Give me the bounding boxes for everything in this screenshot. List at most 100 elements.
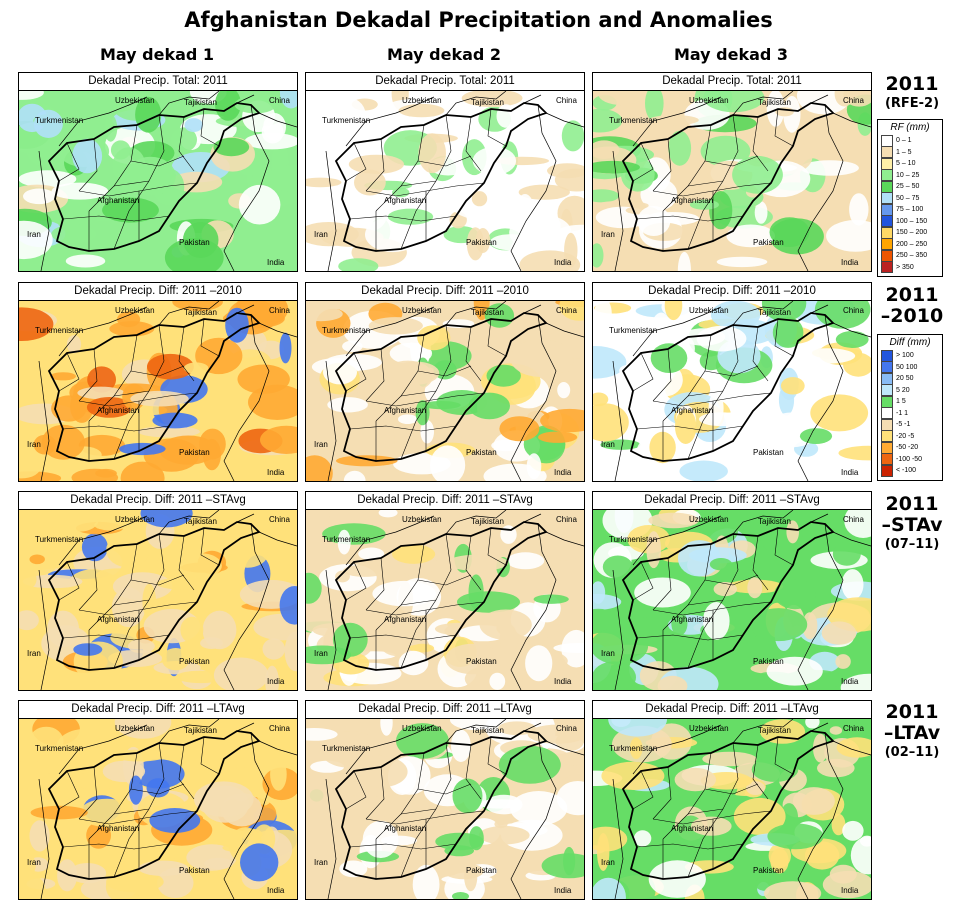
rain-field-patch (138, 860, 189, 876)
precipitation-map: Uzbekistan Tajikistan China Turkmenistan Afg… (593, 719, 871, 899)
province-border (58, 352, 80, 392)
province-border (345, 561, 367, 601)
rain-field-patch (829, 726, 843, 735)
province-border (774, 108, 794, 147)
rain-field-patch (326, 879, 371, 899)
rain-field-patch (710, 301, 761, 330)
rain-field-patch (65, 254, 106, 268)
legend-rainfall-swatch (881, 146, 893, 159)
rain-field-patch (365, 217, 421, 253)
rain-field-patch (51, 395, 87, 422)
rain-field-patch (799, 428, 833, 444)
rain-field-patch (561, 629, 584, 668)
province-border (113, 390, 150, 397)
map-label-china: China (269, 724, 290, 733)
map-label-turkmenistan: Turkmenistan (322, 326, 370, 335)
province-border (178, 535, 195, 591)
rain-field-patch (306, 147, 338, 170)
legend-rainfall-entry: 250 – 350 (881, 249, 939, 262)
rain-field-patch (409, 643, 435, 653)
country-border (523, 722, 542, 732)
province-border (652, 557, 672, 611)
rain-field-patch (112, 572, 173, 601)
country-border (797, 314, 844, 481)
rain-field-patch (499, 416, 540, 442)
province-border (687, 599, 724, 606)
rain-field-patch (196, 881, 260, 899)
rain-field-patch (133, 759, 185, 789)
map-label-iran: Iran (601, 649, 615, 658)
rain-field-patch (677, 251, 691, 271)
afghanistan-border (47, 312, 261, 462)
map-panel-row1-col1: Dekadal Precip. Total: 2011 Uzbekistan Taj… (18, 72, 298, 272)
map-label-afghanistan: Afghanistan (97, 824, 139, 833)
rain-field-patch (831, 813, 846, 836)
country-border (58, 306, 148, 357)
row-header-total: 2011 (RFE-2) (872, 74, 952, 112)
legend-difference-entry: 20 50 (881, 372, 939, 385)
legend-rainfall-entry: 10 – 25 (881, 169, 939, 182)
country-border (223, 523, 270, 690)
map-label-india: India (554, 677, 572, 686)
map-label-iran: Iran (314, 858, 328, 867)
rain-field-patch (593, 403, 629, 442)
country-border (797, 732, 844, 899)
panel-title: Dekadal Precip. Diff: 2011 –STAvg (306, 492, 584, 510)
row-header-stav-sub: (07–11) (884, 537, 940, 552)
map-panel-row3-col3: Dekadal Precip. Diff: 2011 –STAvg Uzbekis… (592, 491, 872, 691)
rain-field-patch (240, 843, 279, 882)
map-label-iran: Iran (601, 440, 615, 449)
afghanistan-border (334, 102, 548, 252)
country-border (510, 314, 557, 481)
map-label-china: China (556, 515, 577, 524)
rain-field-patch (527, 724, 584, 744)
legend-rainfall-entry: 200 – 250 (881, 238, 939, 251)
map-label-turkmenistan: Turkmenistan (35, 744, 83, 753)
province-border (662, 334, 712, 422)
rain-field-patch (19, 220, 53, 260)
rain-field-patch (262, 638, 286, 660)
rain-field-patch (447, 554, 509, 571)
rain-field-patch (60, 510, 99, 532)
rain-field-patch (601, 761, 665, 790)
rain-field-patch (41, 424, 85, 460)
map-label-afghanistan: Afghanistan (97, 615, 139, 624)
country-border (223, 104, 270, 271)
rain-field-patch (559, 301, 584, 321)
legend-rainfall-label: 1 – 5 (896, 148, 912, 156)
province-border (636, 215, 744, 222)
rain-field-patch (392, 544, 436, 564)
rain-field-patch (726, 224, 775, 248)
rain-field-patch (72, 138, 103, 174)
precipitation-map: Uzbekistan Tajikistan China Turkmenistan Afg… (19, 91, 297, 271)
rain-field-patch (767, 823, 824, 850)
rain-field-patch (19, 337, 46, 369)
rain-field-patch (71, 468, 119, 481)
rain-field-patch (398, 414, 418, 424)
country-border (38, 150, 50, 271)
rain-field-patch (378, 420, 395, 460)
rain-field-patch (180, 616, 204, 644)
rain-field-patch (106, 871, 164, 893)
province-border (349, 634, 457, 641)
rain-field-patch (354, 169, 386, 196)
map-label-tajikistan: Tajikistan (471, 98, 504, 107)
province-border (345, 352, 367, 392)
legend-difference-label: -50 -20 (896, 444, 919, 452)
map-label-china: China (843, 306, 864, 315)
legend-difference-title: Diff (mm) (889, 337, 931, 348)
rain-field-patch (468, 392, 510, 420)
afghanistan-border (621, 102, 835, 252)
legend-rainfall-label: 25 – 50 (896, 183, 920, 191)
rain-field-patch (746, 781, 766, 795)
country-border (732, 91, 794, 116)
rain-field-patch (593, 877, 626, 899)
rain-field-patch (66, 335, 82, 354)
province-border (130, 155, 185, 167)
rain-field-patch (557, 751, 584, 766)
rain-field-patch (342, 340, 363, 352)
province-border (400, 180, 437, 187)
map-label-iran: Iran (314, 649, 328, 658)
country-border (832, 322, 871, 338)
rain-field-patch (494, 820, 508, 829)
